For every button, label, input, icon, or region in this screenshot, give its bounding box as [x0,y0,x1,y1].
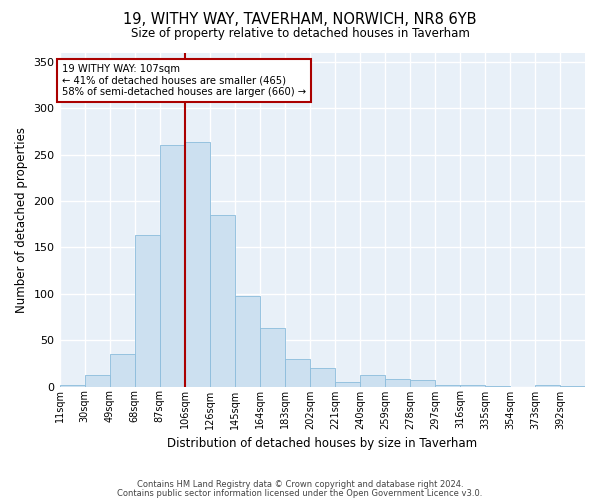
Text: 19 WITHY WAY: 107sqm
← 41% of detached houses are smaller (465)
58% of semi-deta: 19 WITHY WAY: 107sqm ← 41% of detached h… [62,64,307,97]
Text: Contains HM Land Registry data © Crown copyright and database right 2024.: Contains HM Land Registry data © Crown c… [137,480,463,489]
Bar [385,379,410,386]
Bar [435,384,460,386]
Bar [310,368,335,386]
Bar [260,328,285,386]
Text: Contains public sector information licensed under the Open Government Licence v3: Contains public sector information licen… [118,488,482,498]
Text: Size of property relative to detached houses in Taverham: Size of property relative to detached ho… [131,28,469,40]
Bar [335,382,360,386]
Bar [185,142,209,386]
Bar [110,354,134,386]
Bar [85,376,110,386]
X-axis label: Distribution of detached houses by size in Taverham: Distribution of detached houses by size … [167,437,478,450]
Bar [134,236,160,386]
Bar [209,215,235,386]
Bar [235,296,260,386]
Bar [460,384,485,386]
Bar [160,146,185,386]
Bar [285,358,310,386]
Bar [535,384,560,386]
Text: 19, WITHY WAY, TAVERHAM, NORWICH, NR8 6YB: 19, WITHY WAY, TAVERHAM, NORWICH, NR8 6Y… [123,12,477,28]
Y-axis label: Number of detached properties: Number of detached properties [15,126,28,312]
Bar [59,384,85,386]
Bar [410,380,435,386]
Bar [360,376,385,386]
